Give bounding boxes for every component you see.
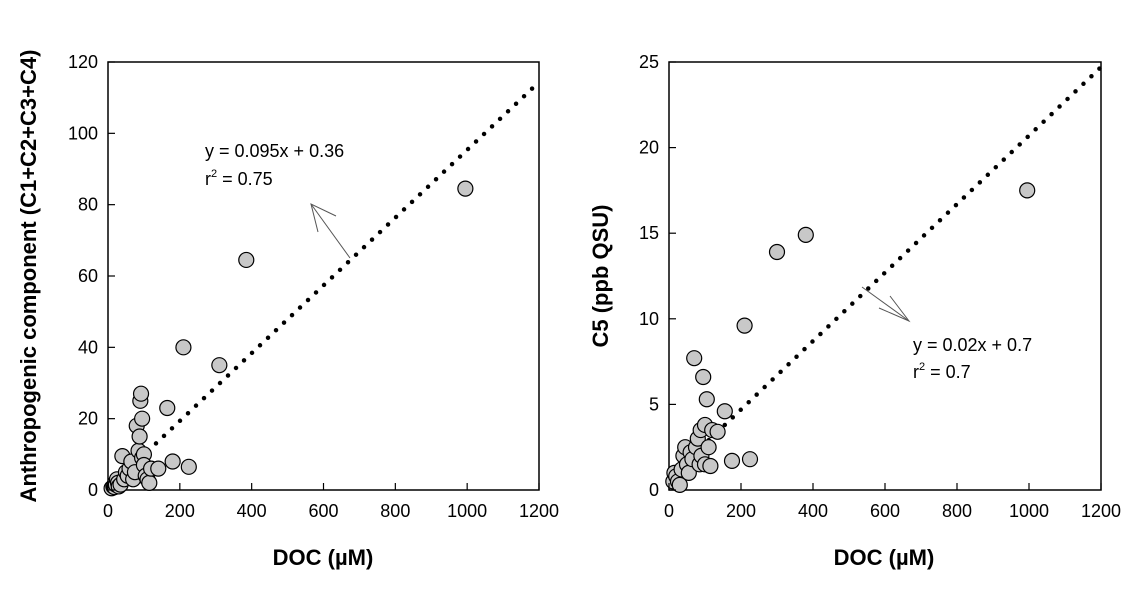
data-point	[686, 350, 703, 367]
y-tick-label: 20	[78, 409, 98, 429]
data-point	[180, 458, 197, 475]
y-axis-title: C5 (ppb QSU)	[588, 205, 613, 348]
y-axis-title: Anthropogenic component (C1+C2+C3+C4)	[16, 50, 41, 503]
y-tick-label: 40	[78, 337, 98, 357]
x-tick-label: 800	[380, 501, 410, 521]
data-point	[164, 453, 181, 470]
x-tick-label: 600	[308, 501, 338, 521]
r2-value: = 0.75	[217, 169, 273, 189]
data-point	[132, 385, 150, 402]
data-point	[238, 251, 255, 269]
data-point	[741, 451, 759, 468]
y-tick-label: 80	[78, 195, 98, 215]
x-axis-title: DOC (µM)	[273, 545, 374, 570]
x-tick-label: 200	[726, 501, 756, 521]
x-tick-label: 400	[237, 501, 267, 521]
data-point	[768, 243, 786, 261]
y-tick-label: 20	[639, 138, 659, 158]
data-point	[175, 339, 192, 356]
data-point	[134, 410, 151, 427]
x-tick-label: 400	[798, 501, 828, 521]
y-tick-label: 0	[649, 480, 659, 500]
y-tick-label: 60	[78, 266, 98, 286]
x-axis-title: DOC (µM)	[834, 545, 935, 570]
x-tick-label: 800	[942, 501, 972, 521]
y-ticks-group: 0 20 40 60 80 100 120	[68, 52, 115, 500]
y-tick-label: 15	[639, 223, 659, 243]
left-scatter-panel: 0 200 400 600 800 1000 1200 0 20 40 60 80 100 120 DO…	[16, 50, 559, 570]
r2-superscript: 2	[211, 168, 217, 180]
x-tick-label: 0	[664, 501, 674, 521]
fit-equation: y = 0.02x + 0.7	[913, 335, 1032, 355]
data-point	[797, 226, 814, 244]
data-point	[131, 428, 148, 445]
data-point	[141, 474, 158, 491]
x-ticks-group: 0 200 400 600 800 1000 1200	[103, 483, 559, 521]
data-point	[702, 457, 719, 475]
data-points-group	[103, 180, 474, 497]
x-tick-label: 0	[103, 501, 113, 521]
data-points-group	[665, 182, 1036, 493]
x-ticks-group: 0 200 400 600 800 1000 1200	[664, 483, 1121, 521]
y-tick-label: 10	[639, 309, 659, 329]
data-point	[723, 452, 741, 469]
r2-base: r	[205, 169, 211, 189]
regression-fit-line	[666, 64, 1104, 481]
data-point	[211, 357, 228, 374]
data-point	[736, 317, 753, 334]
fit-line-group	[105, 79, 542, 491]
plot-frame	[668, 61, 1102, 491]
data-point	[700, 439, 717, 456]
x-tick-label: 600	[870, 501, 900, 521]
plot-frame	[107, 61, 540, 491]
y-tick-label: 100	[68, 123, 98, 143]
data-point	[709, 423, 726, 440]
y-tick-label: 120	[68, 52, 98, 72]
y-tick-label: 25	[639, 52, 659, 72]
data-point	[695, 368, 712, 386]
annotation-arrow	[861, 286, 911, 323]
r2-base: r	[913, 362, 919, 382]
data-point	[159, 399, 176, 417]
annotation-arrow	[310, 203, 351, 259]
data-point	[457, 180, 474, 197]
fit-line-group	[666, 64, 1104, 481]
y-tick-label: 0	[88, 480, 98, 500]
r2-value: = 0.7	[925, 362, 971, 382]
right-scatter-panel: 0 200 400 600 800 1000 1200 0 5 10 15 20 25 DOC (µM…	[588, 52, 1121, 570]
r2-superscript: 2	[919, 361, 925, 373]
x-tick-label: 1000	[1009, 501, 1049, 521]
x-tick-label: 1200	[1081, 501, 1121, 521]
data-point	[150, 460, 167, 477]
data-point	[698, 391, 715, 408]
y-tick-label: 5	[649, 394, 659, 414]
x-tick-label: 1000	[447, 501, 487, 521]
x-tick-label: 200	[165, 501, 195, 521]
fit-r-squared: r2 = 0.7	[913, 361, 971, 382]
data-point	[716, 403, 733, 420]
fit-equation: y = 0.095x + 0.36	[205, 141, 344, 161]
y-ticks-group: 0 5 10 15 20 25	[639, 52, 676, 500]
data-point	[1019, 182, 1036, 199]
fit-r-squared: r2 = 0.75	[205, 168, 273, 189]
x-tick-label: 1200	[519, 501, 559, 521]
regression-fit-line	[105, 79, 542, 491]
data-point	[671, 476, 688, 493]
